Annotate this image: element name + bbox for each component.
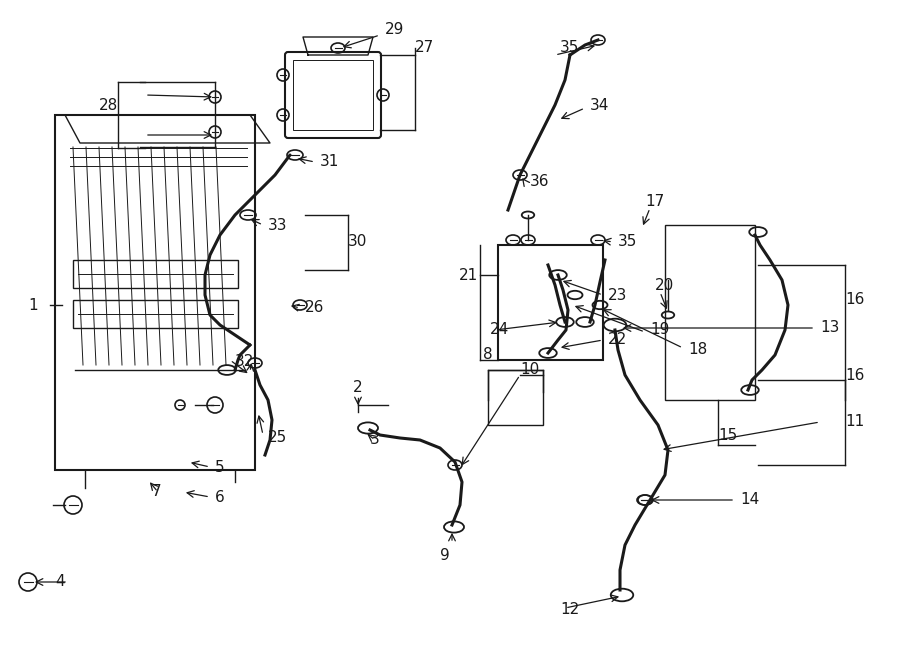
Text: 23: 23 [608,288,627,303]
Text: 3: 3 [370,432,380,447]
Text: 13: 13 [820,321,840,336]
Text: 35: 35 [560,40,580,56]
Bar [488,370,543,425]
Text: 26: 26 [305,301,324,315]
Text: 33: 33 [268,217,287,233]
Bar [73,260,238,288]
Text: 20: 20 [655,278,674,293]
Text: 16: 16 [845,293,864,307]
Text: 32: 32 [235,354,255,369]
Text: 17: 17 [645,194,664,210]
Text: 1: 1 [29,297,38,313]
Bar [73,300,238,328]
Text: 16: 16 [845,368,864,383]
Text: 6: 6 [215,490,225,504]
Text: 36: 36 [530,175,550,190]
Text: 14: 14 [740,492,760,508]
Text: 35: 35 [618,235,637,249]
Text: 25: 25 [268,430,287,446]
Text: 9: 9 [440,548,450,563]
Text: 12: 12 [560,602,580,617]
Text: 19: 19 [650,323,670,338]
Text: 29: 29 [385,22,404,38]
Text: 31: 31 [320,155,339,169]
Bar [498,245,603,360]
Text: 10: 10 [520,362,539,377]
Text: 2: 2 [353,380,363,395]
Bar [665,225,755,400]
Text: 4: 4 [55,574,65,590]
Text: 7: 7 [152,485,162,500]
Bar [55,115,255,470]
Text: 30: 30 [348,235,367,249]
Text: 18: 18 [688,342,707,358]
Text: 8: 8 [483,347,493,362]
Text: 34: 34 [590,98,609,112]
Text: 21: 21 [459,268,478,282]
Text: 27: 27 [415,40,434,56]
Text: 24: 24 [490,323,509,338]
Text: 28: 28 [99,98,118,112]
Text: 11: 11 [845,414,864,430]
Bar [293,60,373,130]
Text: 22: 22 [608,332,627,348]
Text: 5: 5 [215,459,225,475]
Text: 15: 15 [718,428,737,442]
